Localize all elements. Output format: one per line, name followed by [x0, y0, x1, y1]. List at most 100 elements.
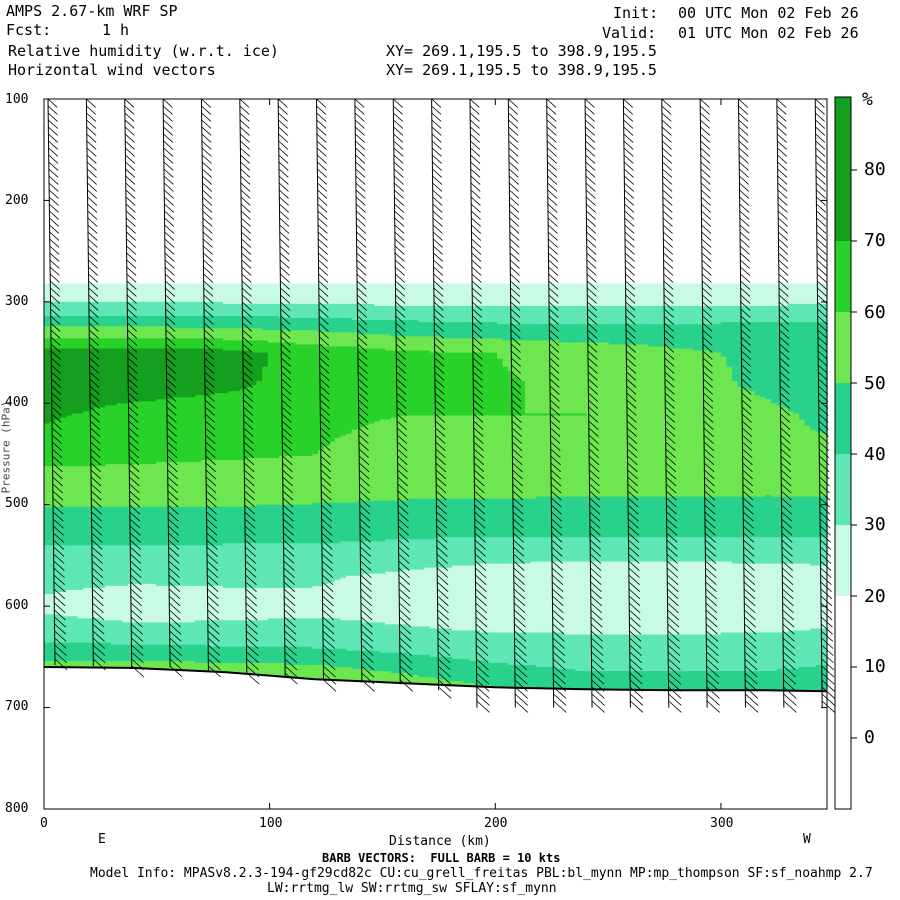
- rh-band: [536, 561, 543, 634]
- wind-barb-flag: [316, 133, 327, 143]
- rh-band: [536, 415, 543, 498]
- rh-band: [446, 537, 453, 569]
- wind-barb-flag: [740, 280, 751, 290]
- rh-band: [675, 634, 683, 672]
- wind-barb-flag: [49, 231, 60, 241]
- wind-barb-flag: [51, 378, 62, 388]
- wind-barb-flag: [548, 280, 559, 290]
- rh-band: [312, 502, 319, 544]
- wind-barb-flag: [704, 490, 715, 501]
- rh-band: [301, 618, 308, 648]
- wind-barb-flag: [320, 490, 332, 501]
- rh-band: [429, 415, 437, 500]
- rh-band: [385, 571, 392, 625]
- rh-band: [301, 664, 308, 679]
- rh-band: [446, 322, 453, 339]
- rh-band: [250, 620, 258, 648]
- rh-band: [407, 320, 414, 337]
- wind-barb-flag: [280, 336, 291, 346]
- rh-band: [278, 587, 286, 619]
- wind-barb-flag: [475, 637, 489, 649]
- rh-band: [172, 301, 179, 317]
- wind-barb-flag: [243, 399, 254, 409]
- wind-barb-flag: [124, 112, 135, 122]
- wind-barb-flag: [629, 679, 643, 692]
- rh-band: [541, 561, 548, 634]
- wind-barb-flag: [48, 147, 59, 157]
- wind-barb-flag: [623, 133, 634, 143]
- wind-barb-flag: [591, 665, 605, 678]
- wind-barb-flag: [816, 210, 827, 220]
- wind-barb-flag: [245, 623, 258, 635]
- rh-band: [60, 326, 67, 339]
- rh-band: [94, 642, 101, 662]
- rh-band: [318, 585, 325, 619]
- rh-band: [519, 664, 526, 688]
- wind-barb-flag: [627, 497, 639, 508]
- wind-barb-flag: [548, 287, 559, 297]
- wind-barb-flag: [699, 105, 710, 115]
- wind-barb-flag: [738, 161, 749, 171]
- rh-band: [222, 543, 230, 589]
- rh-band: [234, 340, 241, 352]
- wind-barb-flag: [167, 497, 179, 508]
- wind-barb-flag: [666, 553, 678, 564]
- wind-barb-flag: [128, 434, 139, 444]
- wind-barb-flag: [87, 224, 98, 234]
- wind-barb-flag: [513, 546, 525, 557]
- wind-barb-flag: [359, 525, 371, 536]
- rh-band: [586, 305, 593, 325]
- rh-band: [351, 303, 358, 321]
- wind-barb-flag: [86, 119, 97, 129]
- rh-band: [77, 283, 84, 303]
- rh-band: [150, 506, 157, 546]
- wind-barb-flag: [585, 119, 595, 129]
- wind-barb-flag: [277, 98, 288, 108]
- wind-barb-flag: [50, 287, 60, 297]
- rh-band: [625, 324, 632, 346]
- wind-barb-flag: [205, 441, 216, 451]
- wind-barb-flag: [703, 378, 713, 388]
- wind-barb-flag: [777, 161, 788, 171]
- wind-barb-flag: [164, 273, 175, 283]
- wind-barb-flag: [509, 203, 520, 213]
- rh-band: [620, 671, 627, 690]
- wind-barb-flag: [584, 98, 595, 108]
- rh-band: [653, 634, 660, 672]
- rh-band: [273, 543, 280, 589]
- rh-band: [94, 545, 101, 589]
- wind-barb-flag: [320, 476, 332, 487]
- wind-barb-flag: [510, 273, 520, 283]
- wind-barb-flag: [546, 98, 557, 108]
- wind-barb-flag: [473, 469, 485, 480]
- wind-barb-flag: [357, 364, 368, 374]
- rh-band: [620, 305, 627, 325]
- rh-band: [150, 583, 157, 623]
- wind-barb-flag: [585, 126, 595, 136]
- wind-barb-flag: [743, 525, 755, 536]
- wind-barb-flag: [432, 189, 443, 199]
- wind-barb-flag: [431, 112, 442, 122]
- wind-barb-flag: [629, 658, 643, 671]
- rh-band: [575, 342, 582, 415]
- wind-barb-flag: [744, 630, 757, 642]
- rh-band: [346, 575, 353, 621]
- wind-barb-flag: [590, 609, 603, 621]
- rh-band: [334, 502, 342, 544]
- wind-barb-flag: [355, 196, 366, 206]
- wind-barb-flag: [663, 301, 674, 311]
- rh-band: [357, 620, 364, 652]
- wind-barb-flag: [700, 161, 711, 171]
- rh-band: [743, 305, 750, 323]
- wind-barb-flag: [127, 343, 138, 353]
- rh-band: [189, 348, 196, 398]
- rh-band: [83, 466, 90, 508]
- wind-barb-flag: [626, 406, 637, 416]
- rh-band: [782, 669, 789, 691]
- wind-barb-flag: [206, 553, 218, 564]
- rh-band: [558, 537, 565, 563]
- rh-band: [424, 567, 431, 628]
- wind-barb-flag: [202, 196, 213, 206]
- wind-barb-flag: [513, 602, 526, 614]
- wind-barb-flag: [130, 581, 142, 593]
